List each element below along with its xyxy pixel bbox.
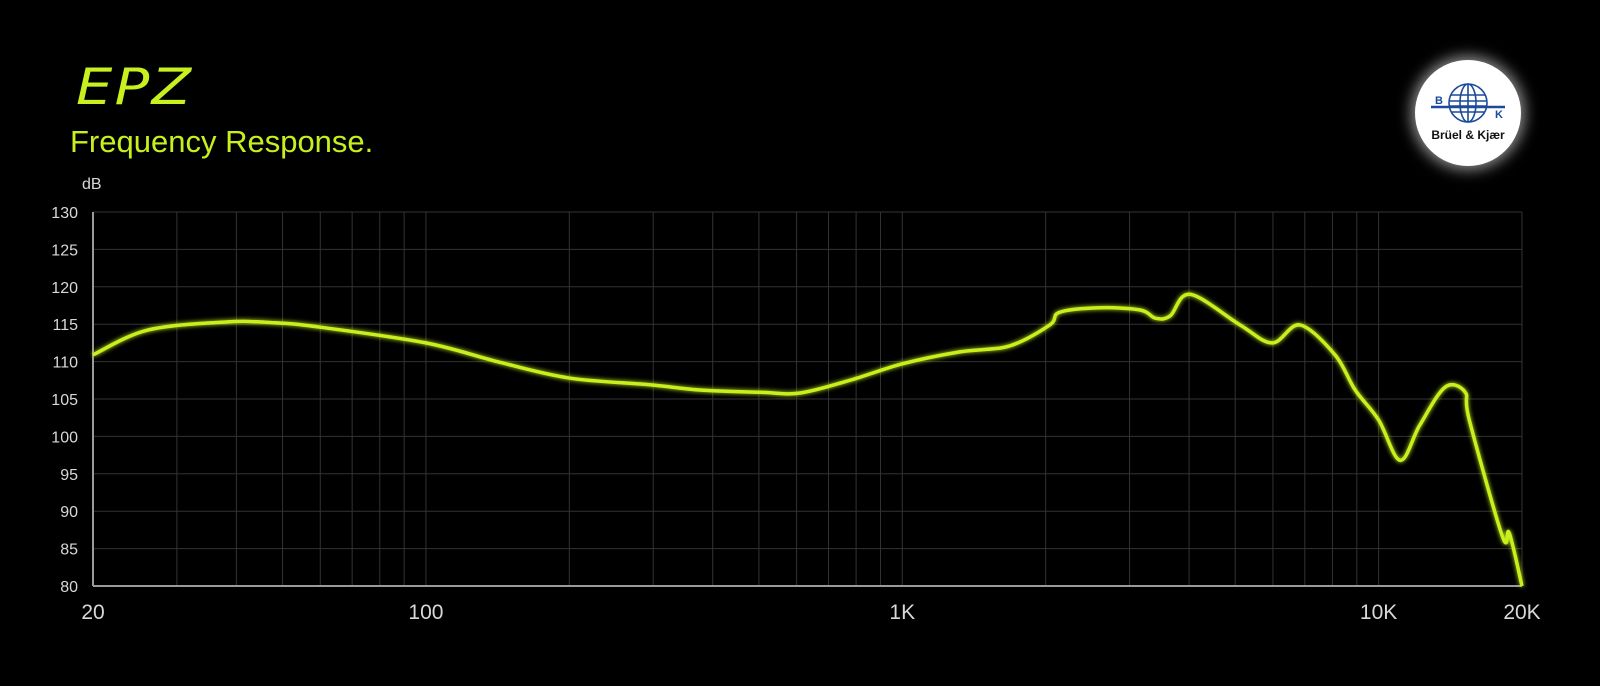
y-tick-label: 105 bbox=[51, 392, 78, 409]
x-tick-label: 20 bbox=[81, 601, 104, 624]
y-ticks: 130 125 120 115 110 105 100 95 90 85 80 bbox=[51, 205, 78, 596]
y-tick-label: 125 bbox=[51, 242, 78, 259]
y-tick-label: 95 bbox=[60, 467, 78, 484]
x-ticks: 20 100 1K 10K 20K bbox=[81, 601, 1540, 624]
x-tick-label: 10K bbox=[1360, 601, 1397, 624]
logo-text: Brüel & Kjær bbox=[1431, 128, 1505, 142]
x-tick-label: 20K bbox=[1503, 601, 1540, 624]
y-axis-label: dB bbox=[82, 176, 102, 193]
y-tick-label: 110 bbox=[52, 355, 78, 372]
y-tick-label: 85 bbox=[60, 542, 78, 559]
logo-letter-k: K bbox=[1495, 109, 1503, 121]
y-tick-label: 100 bbox=[51, 429, 78, 446]
brand-logo-text: EPZ bbox=[76, 58, 194, 116]
y-tick-label: 80 bbox=[60, 579, 78, 596]
logo-letter-b: B bbox=[1435, 95, 1443, 107]
x-tick-label: 100 bbox=[408, 601, 443, 624]
globe-icon: B K bbox=[1431, 83, 1505, 123]
grid bbox=[93, 211, 1523, 587]
x-tick-label: 1K bbox=[889, 601, 915, 624]
y-tick-label: 90 bbox=[60, 504, 78, 521]
y-tick-label: 115 bbox=[52, 317, 78, 334]
chart-title: Frequency Response. bbox=[70, 124, 374, 159]
y-tick-label: 120 bbox=[51, 280, 78, 297]
series-line bbox=[92, 292, 1524, 587]
y-tick-label: 130 bbox=[51, 205, 78, 222]
bruel-kjaer-logo: B K Brüel & Kjær bbox=[1415, 60, 1521, 166]
